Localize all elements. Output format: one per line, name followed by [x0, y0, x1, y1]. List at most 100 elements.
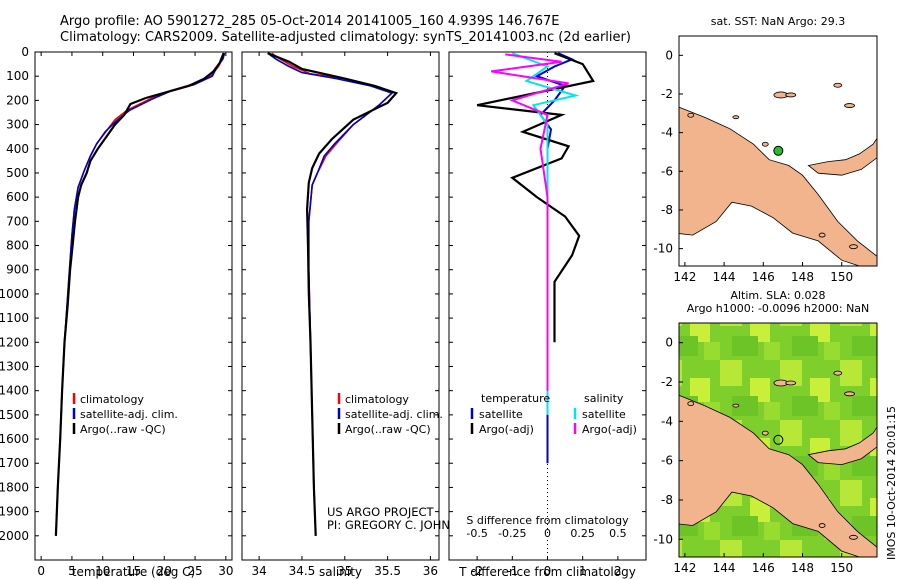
- depth-tick-label: 0: [21, 45, 29, 59]
- sst_map-lat-label: -2: [661, 87, 673, 101]
- salinity-x-tick-label: 35.5: [374, 564, 401, 578]
- sst_map-lon-label: 150: [830, 270, 853, 284]
- sla_map-land-new-guinea: [679, 394, 877, 557]
- sst_map-lon-label: 148: [791, 270, 814, 284]
- temperature-legend-entry: Argo(..raw -QC): [80, 423, 166, 436]
- figure-title-line2: Climatology: CARS2009. Satellite-adjuste…: [60, 30, 631, 45]
- depth-tick-label: 600: [6, 190, 29, 204]
- sst_map-map-area: [679, 36, 877, 266]
- differences-legend-entry: satellite: [582, 408, 626, 421]
- sla_map-island: [761, 430, 769, 436]
- differences-t-tick-label: 2: [614, 564, 622, 578]
- depth-tick-label: 100: [6, 69, 29, 83]
- sst_map-island: [732, 115, 740, 120]
- temperature-panel: 0100200300400500600700800900100011001200…: [0, 45, 233, 579]
- salinity-x-tick-label: 36: [423, 564, 438, 578]
- sst_map-island: [761, 141, 769, 147]
- salinity-legend-entry: satellite-adj. clim.: [345, 408, 443, 421]
- sla_map-island: [785, 380, 797, 386]
- differences-line-salinity-Argo: [491, 53, 569, 391]
- salinity-legend-entry: climatology: [345, 393, 409, 406]
- depth-tick-label: 700: [6, 214, 29, 228]
- sst_map-lat-label: -4: [661, 126, 673, 140]
- sla_map-lat-label: 0: [665, 336, 673, 350]
- temperature-x-tick-label: 15: [126, 564, 141, 578]
- sst_map-island: [849, 244, 858, 250]
- sla_map-island: [732, 403, 740, 408]
- sla_map-land-new-britain: [807, 426, 877, 466]
- sla_map-lat-label: -4: [661, 414, 673, 428]
- sst-map-panel: sat. SST: NaN Argo: 29.3 142 144 146 148 150 0…: [653, 15, 878, 284]
- depth-tick-label: 300: [6, 118, 29, 132]
- salinity-x-tick-label: 34: [251, 564, 266, 578]
- temperature-line-argo: [54, 52, 225, 536]
- sst_map-island: [785, 92, 797, 98]
- temperature-x-tick-label: 20: [157, 564, 172, 578]
- temperature-x-tick-label: 10: [95, 564, 110, 578]
- temperature-legend-entry: climatology: [80, 393, 144, 406]
- temperature-x-tick-label: 0: [37, 564, 45, 578]
- temperature-axes-box: [34, 51, 233, 561]
- differences-legend-entry: satellite: [479, 408, 523, 421]
- temperature-legend-entry: satellite-adj. clim.: [80, 408, 178, 421]
- depth-tick-label: 2000: [0, 529, 29, 543]
- temperature-series-group: [54, 52, 226, 536]
- depth-tick-label: 1200: [0, 335, 29, 349]
- salinity-panel: 34 34.5 35 35.5 36 salinity climatology satelli…: [241, 51, 475, 579]
- sla_map-lon-label: 142: [673, 561, 696, 575]
- sla_map-map-area: [679, 323, 877, 557]
- temperature-x-tick-label: 5: [68, 564, 76, 578]
- sst_map-land-new-britain: [807, 137, 877, 176]
- sst_map-lat-label: 0: [665, 48, 673, 62]
- depth-tick-label: 400: [6, 142, 29, 156]
- sla_map-lat-label: -8: [661, 493, 673, 507]
- depth-tick-label: 1800: [0, 480, 29, 494]
- sst_map-lon-label: 146: [752, 270, 775, 284]
- sst_map-lat-label: -10: [653, 242, 673, 256]
- sla_map-lon-label: 150: [830, 561, 853, 575]
- salinity-annotation: PI: GREGORY C. JOHNSON: [327, 518, 475, 532]
- sla_map-lat-label: -10: [653, 532, 673, 546]
- sla_map-lat-label: -2: [661, 375, 673, 389]
- sst_map-island: [687, 112, 695, 118]
- salinity-line-argo: [267, 52, 399, 536]
- differences-legend-entry: Argo(-adj): [582, 423, 637, 436]
- depth-tick-label: 1500: [0, 408, 29, 422]
- sla_map-frame: [678, 322, 878, 558]
- temperature-x-tick-label: 30: [218, 564, 233, 578]
- differences-s-tick-label: 0.5: [609, 527, 627, 540]
- sla_map-title: Altim. SLA: 0.028: [730, 289, 825, 302]
- depth-tick-label: 1300: [0, 359, 29, 373]
- differences-legend-entry: Argo(-adj): [479, 423, 534, 436]
- differences-t-tick-label: 1: [579, 564, 587, 578]
- depth-tick-label: 1100: [0, 311, 29, 325]
- sla_map-title: Argo h1000: -0.0096 h2000: NaN: [687, 302, 870, 315]
- sla_map-lon-label: 146: [752, 561, 775, 575]
- differences-legend-heading: salinity: [584, 392, 624, 405]
- differences-s-tick-label: -0.25: [498, 527, 526, 540]
- depth-tick-label: 500: [6, 166, 29, 180]
- sst_map-island: [818, 232, 826, 238]
- sla_map-island: [844, 391, 855, 397]
- salinity-axes-box: [241, 51, 440, 561]
- temperature-x-axis-label: temperature (deg C): [72, 565, 195, 579]
- sst_map-lon-label: 142: [673, 270, 696, 284]
- difference-panel: -2 -1 0 1 2 -0.5 -0.25 0 0.25 0.5S difference fro…: [448, 51, 647, 579]
- sla_map-island: [849, 534, 858, 540]
- sla_map-lat-label: -6: [661, 454, 673, 468]
- salinity-series-group: [267, 52, 399, 536]
- depth-tick-label: 1600: [0, 432, 29, 446]
- sla_map-island: [687, 401, 695, 407]
- differences-t-tick-label: -1: [506, 564, 518, 578]
- sst_map-float-marker: [773, 145, 784, 156]
- salinity-x-axis-label: salinity: [319, 565, 362, 579]
- differences-s-axis-label: S difference from climatology: [466, 514, 629, 527]
- sst_map-title: sat. SST: NaN Argo: 29.3: [711, 15, 845, 28]
- sst_map-island: [844, 103, 855, 108]
- salinity-x-tick-label: 35: [337, 564, 352, 578]
- differences-legend-heading: temperature: [481, 392, 550, 405]
- sst_map-lat-label: -6: [661, 164, 673, 178]
- sst_map-frame: [678, 35, 878, 267]
- depth-tick-label: 200: [6, 93, 29, 107]
